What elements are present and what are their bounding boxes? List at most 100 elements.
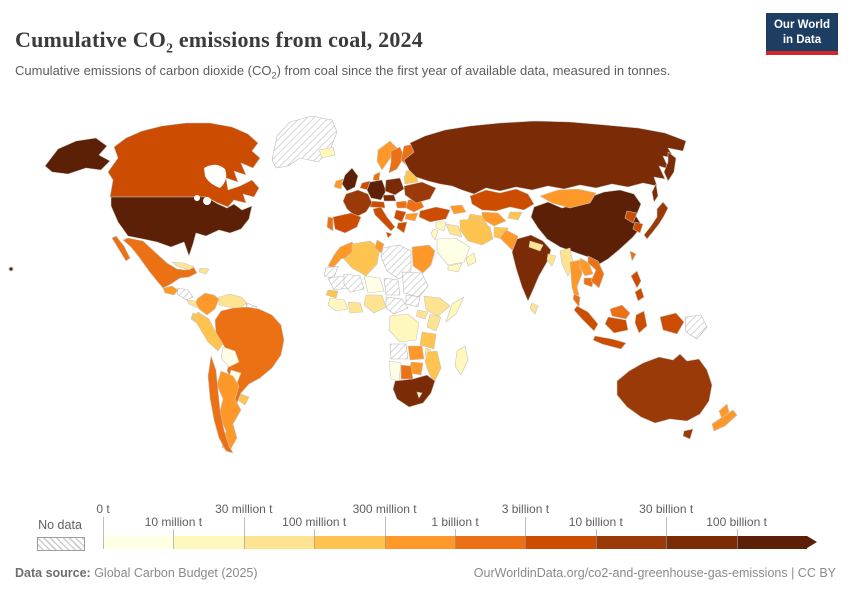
country-guatemala[interactable] — [162, 285, 179, 296]
country-serbia[interactable] — [393, 209, 407, 223]
country-ukraine[interactable] — [403, 181, 437, 204]
country-nigeria[interactable] — [363, 294, 387, 314]
legend-color-segment[interactable] — [736, 536, 807, 549]
country-japan[interactable] — [643, 201, 669, 240]
owid-logo[interactable]: Our World in Data — [765, 13, 838, 55]
country-germany[interactable] — [366, 179, 387, 201]
country-central-african-republic[interactable] — [385, 296, 409, 315]
country-greece[interactable] — [396, 221, 408, 234]
country-angola[interactable] — [389, 343, 409, 360]
legend-color-segment[interactable] — [384, 536, 455, 549]
country-laos[interactable] — [579, 257, 594, 277]
country-indonesia-sulawesi[interactable] — [634, 310, 648, 334]
country-new-zealand-north[interactable] — [718, 403, 730, 420]
country-papua-new-guinea[interactable] — [684, 314, 708, 340]
country-senegal[interactable] — [325, 289, 339, 299]
legend-color-segment[interactable] — [455, 536, 526, 549]
country-norway[interactable] — [376, 140, 398, 171]
legend-color-segment[interactable] — [103, 536, 174, 549]
country-kenya[interactable] — [426, 313, 442, 332]
footer-link[interactable]: OurWorldinData.org/co2-and-greenhouse-ga… — [473, 566, 836, 580]
country-niger[interactable] — [363, 275, 385, 294]
country-indonesia-java[interactable] — [592, 335, 627, 350]
legend-color-segment[interactable] — [525, 536, 596, 549]
country-oman[interactable] — [465, 252, 477, 267]
country-bulgaria[interactable] — [404, 212, 419, 222]
country-south-africa[interactable] — [392, 374, 436, 408]
country-tunisia[interactable] — [374, 239, 385, 254]
country-colombia[interactable] — [195, 292, 220, 316]
country-north-korea[interactable] — [624, 210, 638, 224]
country-yemen[interactable] — [447, 262, 463, 273]
country-namibia[interactable] — [388, 360, 402, 382]
country-mexico[interactable] — [122, 237, 198, 289]
country-sweden[interactable] — [388, 146, 405, 174]
country-kazakhstan[interactable] — [469, 188, 535, 212]
country-italy[interactable] — [372, 206, 396, 232]
country-hispaniola[interactable] — [198, 267, 210, 275]
country-iceland[interactable] — [318, 146, 336, 159]
country-belarus[interactable] — [403, 173, 419, 185]
country-ireland[interactable] — [333, 178, 344, 190]
country-honduras-nicaragua[interactable] — [176, 287, 194, 301]
country-georgia-azerbaijan[interactable] — [449, 204, 467, 215]
country-austria-switzerland[interactable] — [369, 200, 386, 209]
country-indonesia-kalimantan[interactable] — [604, 316, 629, 334]
legend-color-segment[interactable] — [666, 536, 737, 549]
legend-color-segment[interactable] — [595, 536, 667, 549]
country-australia[interactable] — [616, 353, 713, 424]
country-sudan[interactable] — [401, 271, 429, 298]
country-canada[interactable] — [107, 122, 261, 208]
country-western-sahara[interactable] — [323, 265, 339, 279]
country-pakistan[interactable] — [499, 229, 519, 253]
country-syria[interactable] — [435, 221, 447, 232]
country-alaska[interactable] — [44, 137, 111, 175]
country-denmark[interactable] — [372, 171, 381, 182]
country-mongolia[interactable] — [539, 188, 597, 209]
country-chad[interactable] — [383, 277, 401, 296]
country-greenland[interactable] — [271, 115, 338, 169]
country-mali[interactable] — [343, 273, 365, 293]
country-turkey[interactable] — [418, 206, 451, 223]
country-ethiopia[interactable] — [423, 295, 451, 317]
country-spain[interactable] — [332, 212, 362, 234]
country-peru[interactable] — [193, 311, 224, 352]
country-venezuela[interactable] — [218, 293, 248, 310]
country-chile[interactable] — [207, 355, 234, 454]
country-kyrgyzstan[interactable] — [507, 211, 523, 221]
country-jordan[interactable] — [430, 228, 439, 241]
country-lesotho[interactable] — [416, 391, 423, 399]
country-mexico-baja[interactable] — [111, 235, 131, 262]
country-south-korea[interactable] — [632, 221, 644, 234]
country-australia-tasmania[interactable] — [682, 428, 694, 440]
country-russia-kamchatka[interactable] — [663, 151, 677, 182]
country-malaysia-borneo[interactable] — [609, 304, 631, 320]
country-nepal[interactable] — [528, 240, 544, 252]
country-united-kingdom[interactable] — [341, 167, 359, 192]
country-russia[interactable] — [403, 120, 687, 195]
country-sri-lanka[interactable] — [529, 302, 539, 315]
country-somalia[interactable] — [445, 296, 465, 323]
country-uganda[interactable] — [415, 309, 429, 320]
country-france[interactable] — [342, 189, 373, 218]
legend-color-segment[interactable] — [173, 536, 244, 549]
country-zambia[interactable] — [407, 345, 425, 361]
country-ghana[interactable] — [347, 301, 364, 314]
country-south-sudan[interactable] — [405, 294, 421, 308]
country-portugal[interactable] — [326, 216, 334, 232]
country-malaysia[interactable] — [572, 293, 581, 308]
country-philippines[interactable] — [630, 270, 642, 289]
country-poland[interactable] — [384, 177, 405, 196]
country-italy-sicily[interactable] — [385, 231, 393, 239]
country-madagascar[interactable] — [454, 345, 469, 376]
country-philippines-south[interactable] — [634, 287, 645, 302]
country-iraq[interactable] — [445, 223, 463, 238]
country-iran[interactable] — [459, 218, 494, 246]
country-czechia[interactable] — [382, 194, 397, 202]
country-united-states[interactable] — [110, 196, 253, 257]
country-taiwan[interactable] — [629, 250, 637, 262]
country-russia-sakhalin[interactable] — [651, 183, 659, 203]
country-argentina[interactable] — [216, 370, 242, 453]
country-botswana[interactable] — [400, 364, 414, 380]
country-dr-congo[interactable] — [388, 313, 420, 343]
